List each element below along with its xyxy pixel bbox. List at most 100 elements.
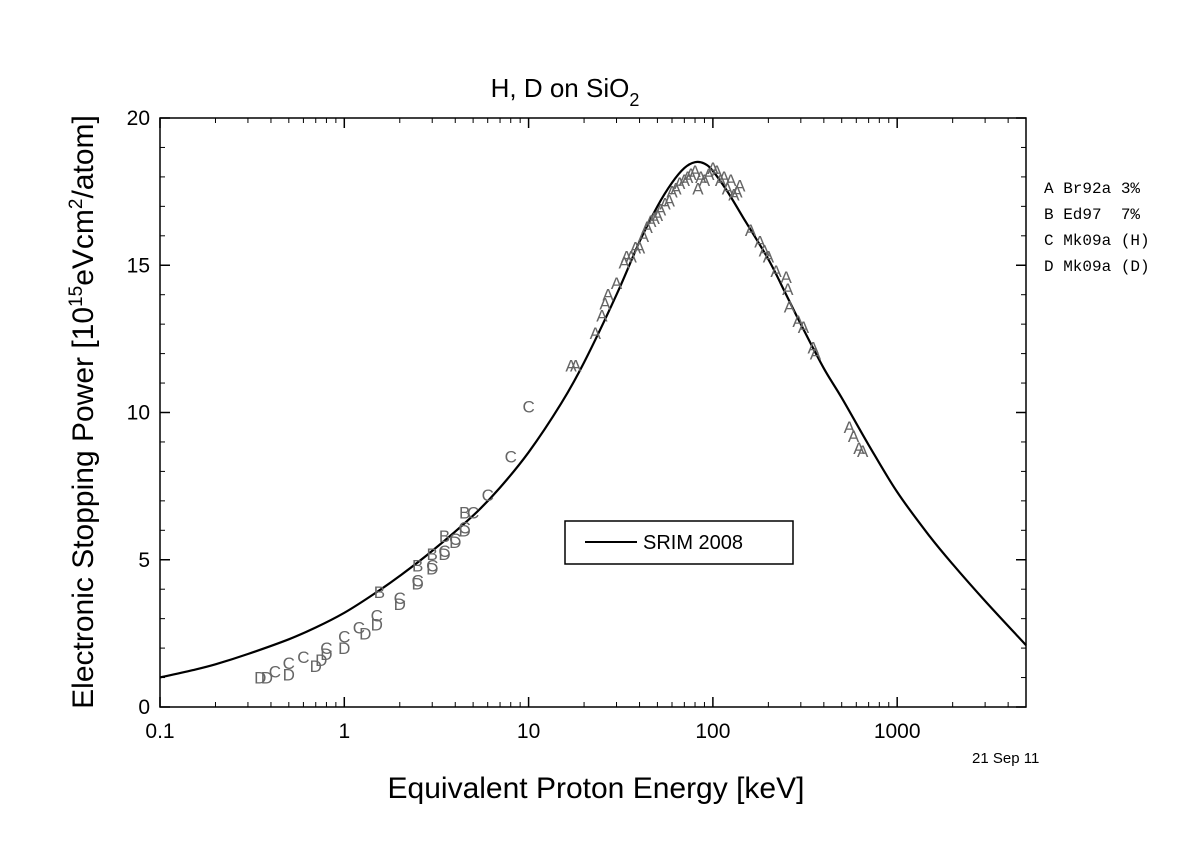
data-point-c: C bbox=[449, 530, 461, 549]
data-point-a: A bbox=[731, 183, 743, 202]
data-point-c: C bbox=[482, 486, 494, 505]
data-point-d: D bbox=[438, 545, 450, 564]
data-point-d: D bbox=[338, 639, 350, 658]
data-point-a: A bbox=[596, 306, 608, 325]
y-tick-label: 5 bbox=[138, 549, 150, 572]
data-point-b: B bbox=[427, 545, 438, 564]
data-point-a: A bbox=[685, 165, 697, 184]
data-point-c: C bbox=[338, 627, 350, 646]
x-tick-label: 100 bbox=[695, 720, 730, 743]
data-point-a: A bbox=[728, 186, 740, 205]
x-axis-label: Equivalent Proton Energy [keV] bbox=[388, 772, 805, 805]
srim-2008-curve bbox=[159, 160, 1027, 679]
data-point-c: C bbox=[505, 448, 517, 467]
data-point-a: A bbox=[642, 218, 654, 237]
data-point-d: D bbox=[371, 616, 383, 635]
data-point-a: A bbox=[666, 183, 678, 202]
data-point-a: A bbox=[807, 339, 819, 358]
data-point-a: A bbox=[621, 247, 633, 266]
data-point-d: D bbox=[449, 533, 461, 552]
data-point-a: A bbox=[630, 239, 642, 258]
data-point-c: C bbox=[320, 639, 332, 658]
data-point-a: A bbox=[618, 253, 630, 272]
data-point-a: A bbox=[674, 174, 686, 193]
data-point-a: A bbox=[792, 312, 804, 331]
data-point-a: A bbox=[699, 171, 711, 190]
y-axis: 0 5 10 15 20 bbox=[127, 107, 1026, 719]
dataset-key-d: D Mk09a (D) bbox=[1044, 258, 1150, 276]
data-point-a: A bbox=[844, 418, 856, 437]
y-tick-label: 20 bbox=[127, 107, 150, 130]
data-point-a: A bbox=[682, 168, 694, 187]
data-point-a: A bbox=[625, 247, 637, 266]
legend-box: SRIM 2008 bbox=[564, 520, 794, 565]
data-point-a: A bbox=[695, 168, 707, 187]
data-point-a: A bbox=[810, 345, 822, 364]
data-point-a: A bbox=[782, 280, 794, 299]
dataset-key-b: B Ed97 7% bbox=[1044, 206, 1140, 224]
data-point-a: A bbox=[602, 286, 614, 305]
data-point-a: A bbox=[763, 247, 775, 266]
data-point-d: D bbox=[320, 645, 332, 664]
dataset-key-c: C Mk09a (H) bbox=[1044, 232, 1150, 250]
data-point-c: C bbox=[426, 557, 438, 576]
data-point-a: A bbox=[645, 212, 657, 231]
data-point-d: D bbox=[394, 595, 406, 614]
data-point-c: C bbox=[438, 542, 450, 561]
data-point-d: D bbox=[254, 669, 266, 688]
data-point-a: A bbox=[659, 194, 671, 213]
plot-frame bbox=[159, 117, 1027, 708]
data-point-c: C bbox=[411, 571, 423, 590]
data-point-a: A bbox=[725, 171, 737, 190]
data-point-a: A bbox=[857, 442, 869, 461]
data-point-d: D bbox=[310, 657, 322, 676]
data-point-a: A bbox=[648, 209, 660, 228]
data-point-a: A bbox=[611, 274, 623, 293]
data-point-c: C bbox=[394, 589, 406, 608]
y-tick-label: 0 bbox=[138, 696, 150, 719]
data-point-a: A bbox=[590, 324, 602, 343]
x-axis: 0.1 1 10 100 1000 bbox=[145, 118, 1009, 743]
data-point-c: C bbox=[371, 607, 383, 626]
data-point-a: A bbox=[781, 268, 793, 287]
dataset-key: A Br92a 3% B Ed97 7% C Mk09a (H) D Mk09a… bbox=[1044, 180, 1150, 276]
chart-title: H, D on SiO2 bbox=[491, 73, 640, 110]
data-point-a: A bbox=[565, 356, 577, 375]
data-point-c: C bbox=[269, 663, 281, 682]
data-point-a: A bbox=[848, 427, 860, 446]
data-point-b: B bbox=[374, 583, 385, 602]
data-point-a: A bbox=[689, 162, 701, 181]
data-point-a: A bbox=[703, 165, 715, 184]
data-point-d: D bbox=[426, 560, 438, 579]
plot-area: AAAAAAAAAAAAAAAAAAAAAAAAAAAAAAAAAAAAAAAA… bbox=[159, 159, 1027, 688]
data-point-d: D bbox=[459, 521, 471, 540]
x-tick-label: 1 bbox=[338, 720, 350, 743]
data-point-a: A bbox=[670, 180, 682, 199]
data-point-a: A bbox=[722, 180, 734, 199]
data-point-d: D bbox=[359, 624, 371, 643]
data-point-a: A bbox=[655, 200, 667, 219]
chart-title-subscript: 2 bbox=[629, 90, 639, 110]
data-point-a: A bbox=[711, 162, 723, 181]
data-point-a: A bbox=[652, 206, 664, 225]
data-point-a: A bbox=[664, 191, 676, 210]
chart-title-main: H, D on SiO bbox=[491, 73, 630, 103]
data-point-c: C bbox=[467, 504, 479, 523]
date-stamp: 21 Sep 11 bbox=[972, 750, 1039, 767]
legend-label-srim: SRIM 2008 bbox=[643, 532, 743, 554]
data-point-a: A bbox=[599, 295, 611, 314]
data-point-a: A bbox=[570, 356, 582, 375]
data-point-d: D bbox=[411, 574, 423, 593]
data-point-a: A bbox=[784, 297, 796, 316]
data-point-c: C bbox=[297, 648, 309, 667]
data-point-a: A bbox=[770, 262, 782, 281]
x-tick-label: 10 bbox=[517, 720, 540, 743]
data-point-c: C bbox=[522, 398, 534, 417]
data-point-d: D bbox=[315, 651, 327, 670]
data-point-a: A bbox=[853, 439, 865, 458]
data-point-a: A bbox=[634, 239, 646, 258]
dataset-key-a: A Br92a 3% bbox=[1044, 180, 1140, 198]
y-tick-label: 10 bbox=[127, 402, 150, 425]
data-point-a: A bbox=[679, 171, 691, 190]
